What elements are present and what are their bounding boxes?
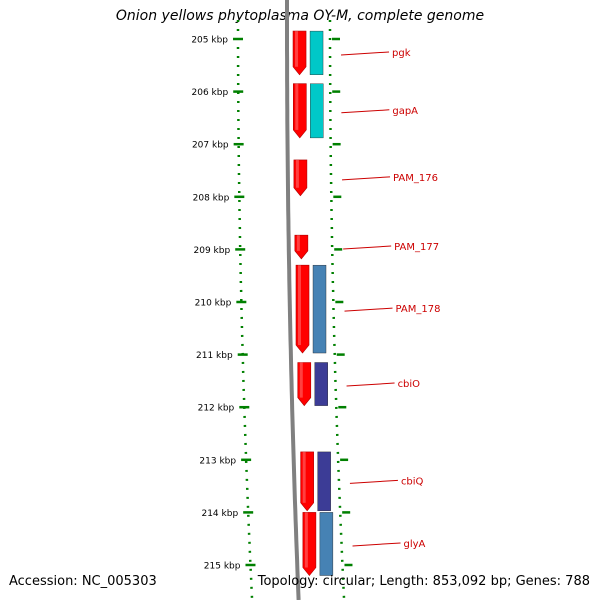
gene-label: gapA — [392, 106, 418, 117]
genome-backbone — [285, 0, 301, 600]
cds-arrow — [297, 362, 312, 407]
label-leader — [346, 382, 395, 387]
cog-bar — [309, 30, 324, 75]
cds-highlight — [299, 362, 303, 398]
cog-bar — [319, 512, 334, 576]
gene-label: PAM_177 — [394, 242, 439, 253]
cds-highlight — [295, 159, 299, 188]
axis-tick-label: 213 kbp — [199, 456, 236, 466]
label-leader — [352, 542, 401, 547]
gene-label: cbiQ — [401, 476, 424, 487]
gene-label: glyA — [404, 539, 426, 550]
axis-tick-label: 211 kbp — [196, 351, 233, 361]
cog-bar — [312, 264, 327, 354]
label-leader — [343, 245, 392, 250]
cds-highlight — [295, 31, 299, 67]
axis-tick-label: 206 kbp — [192, 88, 229, 98]
cds-arrow — [293, 159, 308, 197]
axis-ticks: 205 kbp 206 kbp 207 kbp 208 kbp 209 kbp 210 k… — [191, 36, 353, 572]
backbone-line — [285, 0, 301, 600]
accession-text: Accession: NC_005303 — [9, 574, 157, 589]
gene-features — [292, 30, 334, 576]
genome-summary: Topology: circular; Length: 853,092 bp; … — [257, 574, 590, 589]
label-leader — [349, 479, 398, 484]
axis-tick-label: 212 kbp — [198, 404, 235, 414]
gene-labels: pgk gapA PAM_176 PAM_177 PAM_178 cbiO cbiQ glyA — [341, 48, 440, 550]
label-leader — [341, 51, 390, 56]
cds-arrow — [295, 264, 310, 354]
axis-tick-label: 214 kbp — [201, 509, 238, 519]
cds-arrow — [294, 234, 309, 260]
axis-tick-label: 207 kbp — [192, 141, 229, 151]
gene-label: cbiO — [398, 379, 421, 390]
axis-tick-label: 205 kbp — [191, 36, 228, 46]
gene-label: pgk — [392, 48, 411, 59]
label-leader — [341, 109, 390, 114]
axis-tick-label: 215 kbp — [204, 562, 241, 572]
map-title: Onion yellows phytoplasma OY-M, complete… — [115, 8, 485, 24]
cog-bar — [310, 83, 324, 139]
cds-highlight — [302, 451, 306, 503]
gene-label: PAM_178 — [396, 304, 441, 315]
axis-tick-label: 210 kbp — [195, 299, 232, 309]
cog-bar — [317, 451, 331, 512]
cog-bar — [314, 362, 328, 406]
label-leader — [342, 176, 391, 181]
axis-tick-label: 209 kbp — [194, 246, 231, 256]
cds-highlight — [296, 235, 300, 251]
cds-arrow — [302, 512, 317, 576]
cds-arrow — [292, 30, 307, 76]
label-leader — [344, 307, 393, 312]
cds-highlight — [295, 83, 299, 130]
cds-highlight — [298, 265, 302, 346]
cds-highlight — [304, 512, 308, 568]
cds-arrow — [300, 451, 314, 512]
gene-label: PAM_176 — [393, 173, 438, 184]
axis-tick-label: 208 kbp — [193, 193, 230, 203]
cds-arrow — [292, 83, 307, 139]
